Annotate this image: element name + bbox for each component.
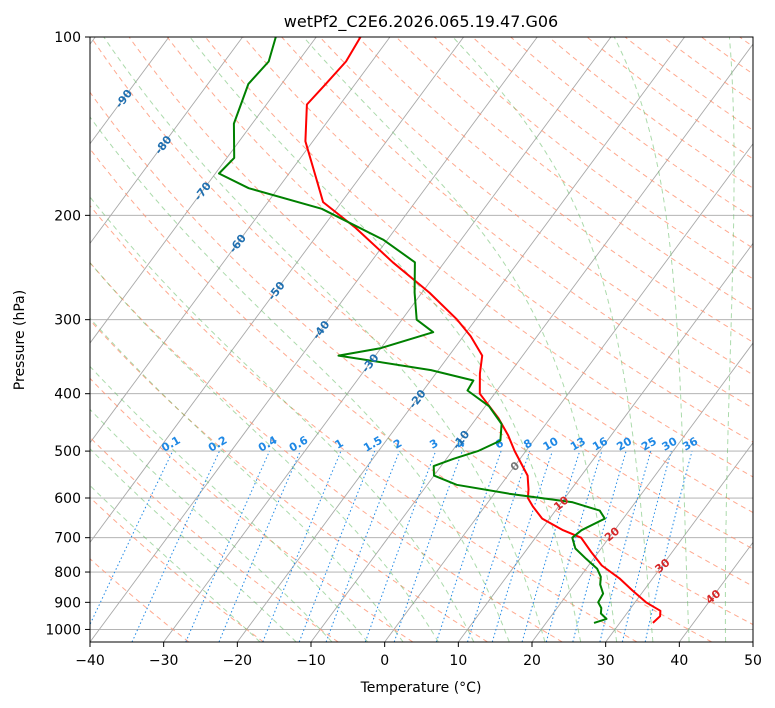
moist-adiabats <box>90 37 735 642</box>
isotherm-label: -100 <box>60 51 87 81</box>
moist-adiabat <box>90 196 475 642</box>
mixing-ratio-line <box>218 450 301 642</box>
isotherm <box>90 37 391 444</box>
dry-adiabat <box>90 204 638 642</box>
x-tick-label: 10 <box>449 653 467 669</box>
chart-title: wetPf2_C2E6.2026.065.19.47.G06 <box>284 12 558 32</box>
isotherm <box>752 641 753 642</box>
moist-adiabat <box>90 448 297 642</box>
dry-adiabat <box>357 37 753 343</box>
mixing-ratio-line <box>521 450 581 642</box>
y-tick-label: 200 <box>54 208 81 224</box>
dry-adiabat <box>510 37 753 219</box>
mixing-ratio-line <box>185 450 270 642</box>
y-axis: 100 200 300 400 500 600 700 800 900 1000 <box>45 30 90 638</box>
x-tick-label: −40 <box>75 653 105 669</box>
dry-adiabat <box>319 37 753 376</box>
moist-adiabat <box>613 37 690 642</box>
mixing-ratio-line <box>491 450 553 642</box>
moist-adiabat <box>90 408 333 642</box>
x-tick-label: 20 <box>523 653 541 669</box>
moist-adiabat <box>90 365 368 642</box>
mixing-ratio-line <box>262 450 342 642</box>
isotherm-grid <box>90 37 753 642</box>
y-tick-label: 800 <box>54 565 81 581</box>
x-axis: −40 −30 −20 −10 0 10 20 30 40 50 <box>75 642 762 669</box>
moist-adiabat <box>452 37 654 642</box>
profiles <box>218 37 662 624</box>
x-tick-label: −30 <box>149 653 179 669</box>
y-tick-label: 400 <box>54 387 81 403</box>
moist-adiabat <box>90 317 404 642</box>
x-tick-label: −20 <box>223 653 253 669</box>
x-tick-label: 40 <box>670 653 688 669</box>
x-tick-label: 50 <box>744 653 762 669</box>
mixing-ratio-line <box>545 450 603 642</box>
dry-adiabat <box>472 37 753 249</box>
mixing-ratio-line <box>298 450 376 642</box>
y-tick-label: 500 <box>54 444 81 460</box>
dry-adiabat <box>90 91 753 626</box>
isotherm <box>605 441 753 642</box>
temperature-profile-line <box>304 37 662 624</box>
dewpoint-profile-line <box>218 37 608 624</box>
x-tick-label: 30 <box>597 653 615 669</box>
y-tick-label: 1000 <box>45 622 81 638</box>
mixing-ratio-line <box>644 450 693 642</box>
isotherm <box>90 37 538 642</box>
moist-adiabat <box>303 37 618 642</box>
mixing-ratio-line <box>435 450 502 642</box>
isotherm <box>90 37 317 344</box>
y-axis-label: Pressure (hPa) <box>12 290 28 390</box>
x-tick-label: −10 <box>296 653 326 669</box>
moist-adiabat <box>90 261 439 642</box>
plot-frame <box>89 36 754 643</box>
x-tick-label: 0 <box>380 653 389 669</box>
isotherm <box>310 43 753 642</box>
moist-adiabat <box>90 116 510 642</box>
y-tick-label: 600 <box>54 491 81 507</box>
mixing-ratio-line <box>621 450 672 642</box>
isotherm <box>457 242 753 642</box>
isotherm <box>90 37 243 245</box>
moist-adiabat <box>103 37 546 642</box>
moist-adiabat <box>724 37 735 642</box>
y-tick-label: 900 <box>54 595 81 611</box>
isotherm <box>90 37 170 145</box>
mixing-ratio-lines: 0.1 0.2 0.4 0.6 1 1.5 2 3 4 6 8 10 13 16 20 25 30 36 <box>90 433 700 642</box>
mixing-ratio-line <box>393 450 463 642</box>
mixing-ratio-line <box>364 450 437 642</box>
y-tick-label: 100 <box>54 30 81 46</box>
y-tick-label: 300 <box>54 313 81 329</box>
isotherm <box>90 37 464 544</box>
isotherm <box>236 37 685 642</box>
mixing-ratio-line <box>325 450 400 642</box>
dry-adiabat <box>395 37 753 311</box>
mixing-ratio-line <box>467 450 531 642</box>
dry-adiabat <box>90 148 712 642</box>
x-axis-label: Temperature (°C) <box>360 680 482 696</box>
y-tick-label: 700 <box>54 531 81 547</box>
dry-adiabat <box>433 37 753 280</box>
isotherm <box>384 143 753 642</box>
plot-background <box>90 37 753 642</box>
isotherm <box>531 342 753 642</box>
mixing-ratio-line <box>572 450 627 642</box>
dry-adiabat <box>281 37 753 409</box>
